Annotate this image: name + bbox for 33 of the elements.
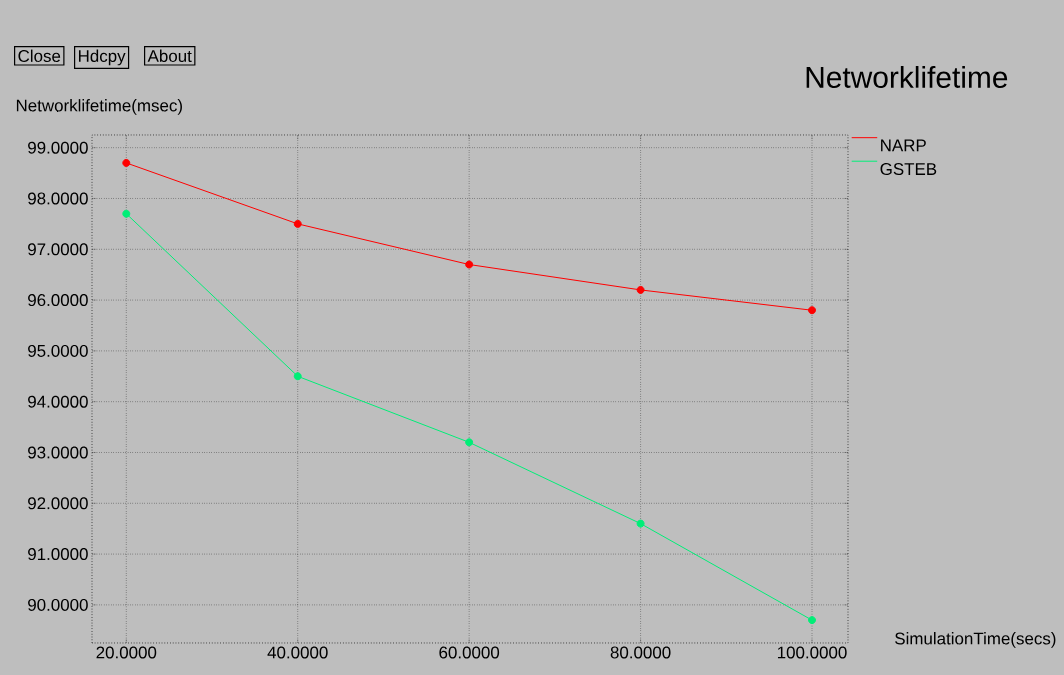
- x-tick-label: 100.0000: [777, 646, 847, 659]
- point: [808, 306, 816, 315]
- y-tick-label: 98.0000: [28, 192, 88, 205]
- point: [293, 219, 302, 228]
- y-tick-label: 90.0000: [28, 598, 88, 611]
- point: [122, 158, 131, 167]
- x-axis-title: SimulationTime(secs): [895, 632, 1056, 648]
- y-tick-label: 94.0000: [28, 395, 88, 408]
- x-tick-label: 60.0000: [439, 646, 500, 659]
- text: Close: [18, 49, 61, 63]
- point: [636, 519, 645, 528]
- x-tick-label: 20.0000: [96, 646, 157, 659]
- text: About: [147, 49, 192, 63]
- legend-label: GSTEB: [880, 163, 937, 176]
- x-tick-label: 40.0000: [267, 646, 328, 659]
- point: [122, 209, 131, 218]
- y-tick-label: 93.0000: [28, 446, 88, 459]
- y-tick-label: 96.0000: [28, 294, 88, 307]
- y-tick-label: 91.0000: [28, 548, 88, 561]
- y-tick-label: 97.0000: [28, 243, 88, 256]
- y-tick-label: 95.0000: [28, 344, 88, 357]
- chart-title: Networklifetime: [806, 66, 1008, 88]
- y-tick-label: 92.0000: [28, 497, 88, 510]
- y-axis-title: Networklifetime(msec): [16, 99, 182, 115]
- point: [465, 260, 474, 269]
- text: Hdcpy: [78, 49, 126, 66]
- point: [293, 372, 302, 381]
- legend-label: NARP: [881, 139, 926, 152]
- point: [636, 285, 645, 294]
- point: [808, 616, 816, 625]
- y-tick-label: 99.0000: [28, 141, 88, 154]
- x-tick-label: 80.0000: [610, 646, 671, 659]
- point: [465, 438, 474, 447]
